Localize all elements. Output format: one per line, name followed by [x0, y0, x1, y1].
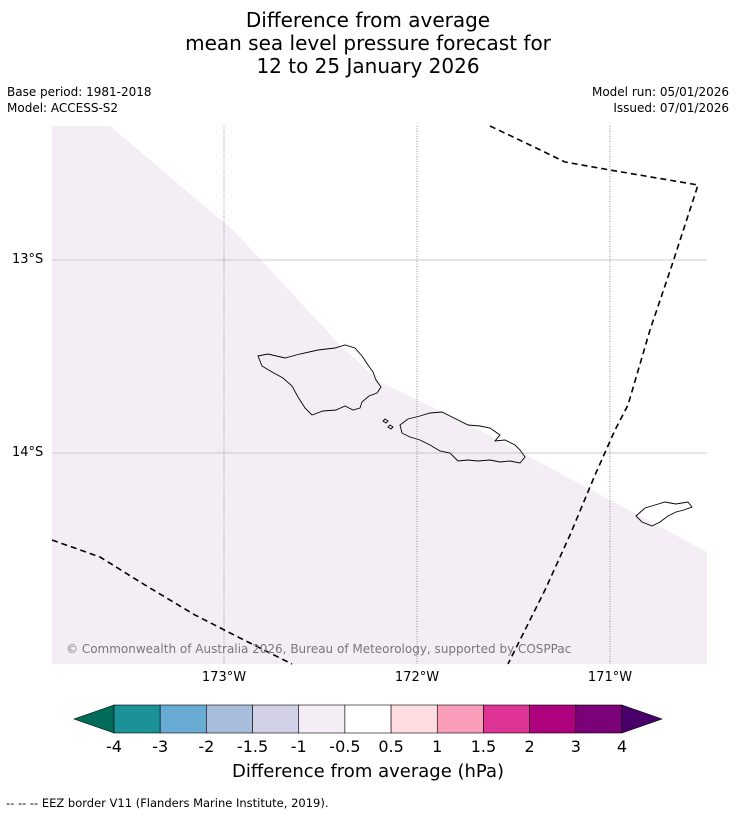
colorbar-tick-label: -1 [290, 737, 307, 756]
island-manono [382, 418, 389, 424]
gridlines [52, 126, 707, 664]
colorbar-cell [436, 704, 484, 734]
model-name: Model: ACCESS-S2 [7, 101, 119, 115]
colorbar-cell [529, 704, 577, 734]
island-upolu [399, 411, 526, 464]
lon-label-173w: 173°W [201, 670, 247, 685]
issued-date: Issued: 07/01/2026 [613, 101, 729, 115]
colorbar-cell [483, 704, 530, 734]
colorbar [73, 704, 663, 734]
title-line-3: 12 to 25 January 2026 [256, 54, 480, 78]
eez-border-upper [489, 125, 700, 665]
anomaly-shading [52, 126, 707, 664]
colorbar-cell [252, 704, 300, 734]
colorbar-tick-label: 0.5 [378, 737, 404, 756]
colorbar-cells [113, 704, 623, 734]
colorbar-cell [344, 704, 392, 734]
lat-label-14s: 14°S [12, 445, 44, 460]
island-savaii [257, 344, 382, 416]
island-tutuila [635, 501, 693, 527]
title-line-2: mean sea level pressure forecast for [185, 31, 551, 55]
colorbar-cell [113, 704, 161, 734]
lon-label-171w: 171°W [587, 670, 633, 685]
colorbar-tick-label: 1.5 [470, 737, 497, 756]
eez-border-lower [51, 539, 293, 665]
colorbar-tick-label: -0.5 [329, 737, 361, 756]
colorbar-under-arrow [73, 704, 115, 734]
island-apolima [387, 424, 394, 430]
colorbar-tick-label: 2 [524, 737, 535, 756]
title-line-1: Difference from average [245, 8, 491, 32]
model-run: Model run: 05/01/2026 [591, 85, 729, 99]
eez-borders [51, 125, 700, 665]
colorbar-cell [575, 704, 623, 734]
colorbar-cell [390, 704, 438, 734]
eez-footnote: -- -- -- EEZ border V11 (Flanders Marine… [6, 796, 329, 810]
colorbar-tick-label: -4 [106, 737, 122, 756]
colorbar-cell [298, 704, 346, 734]
colorbar-cell [206, 704, 253, 734]
lat-label-13s: 13°S [12, 252, 44, 267]
copyright-notice: © Commonwealth of Australia 2026, Bureau… [66, 642, 572, 656]
colorbar-tick-label: 4 [616, 737, 628, 756]
colorbar-tick-label: -1.5 [236, 737, 269, 756]
colorbar-over-arrow [621, 704, 663, 734]
colorbar-cell [159, 704, 207, 734]
islands [257, 344, 693, 527]
colorbar-tick-label: -3 [152, 737, 169, 756]
lon-label-172w: 172°W [394, 670, 440, 685]
colorbar-tick-label: 1 [432, 737, 443, 756]
colorbar-tick-label: 3 [570, 737, 581, 756]
colorbar-label: Difference from average (hPa) [231, 761, 505, 782]
colorbar-tick-label: -2 [198, 737, 215, 756]
base-period: Base period: 1981-2018 [7, 85, 152, 99]
